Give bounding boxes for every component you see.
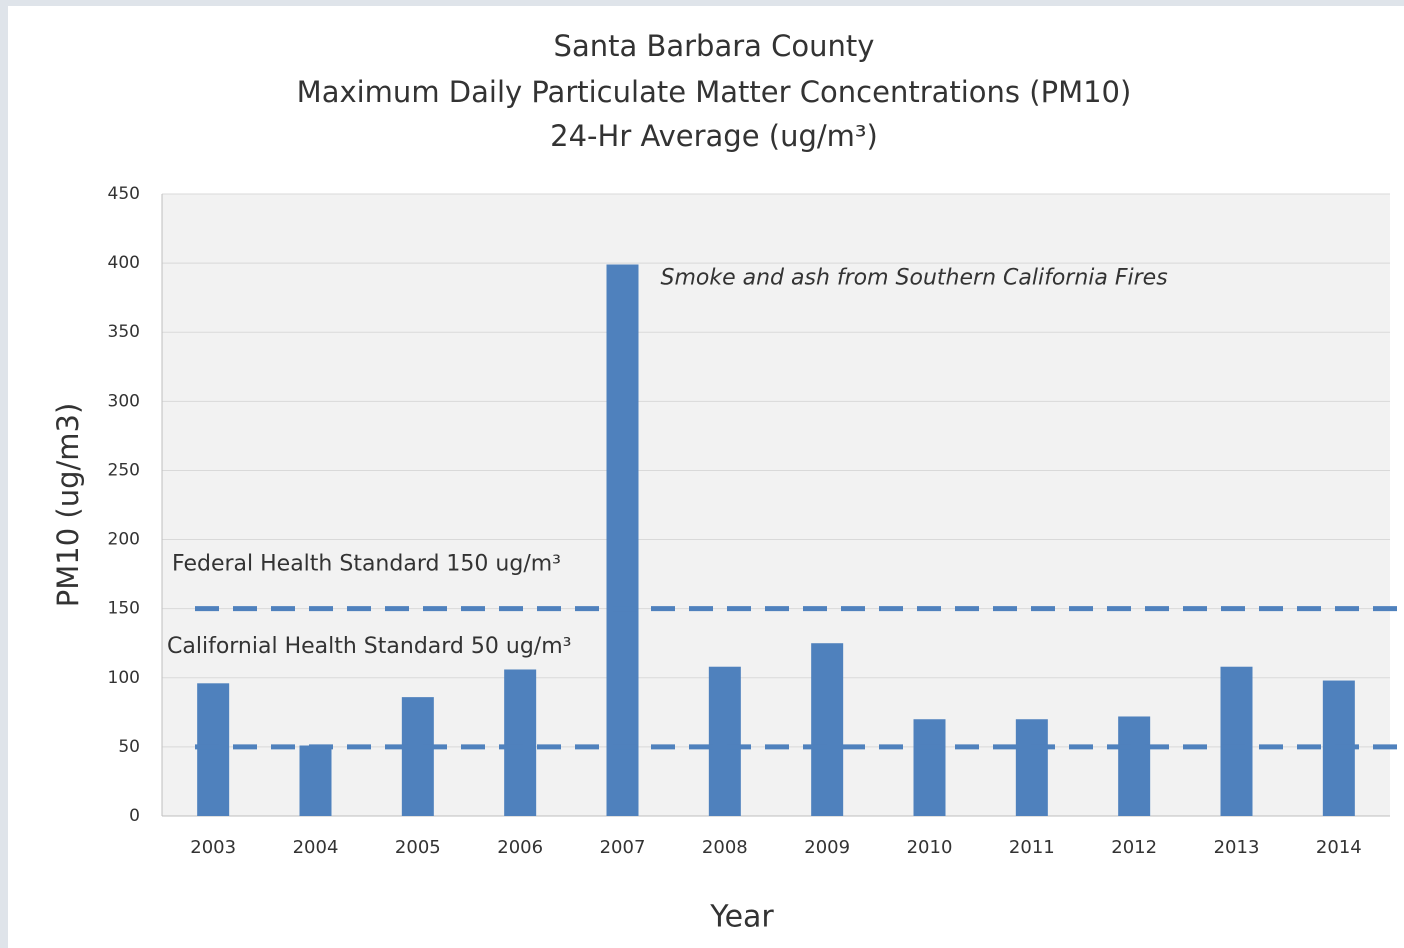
- bar: [504, 669, 537, 816]
- x-tick-label: 2010: [907, 837, 953, 858]
- x-axis-label: Year: [709, 900, 774, 935]
- y-tick-label: 200: [108, 530, 140, 550]
- bar: [811, 643, 844, 816]
- annotation: Smoke and ash from Southern California F…: [661, 265, 1168, 290]
- y-tick-label: 300: [108, 391, 140, 411]
- reference-line-label: Federal Health Standard 150 ug/m³: [172, 552, 561, 577]
- x-tick-label: 2013: [1214, 837, 1260, 858]
- x-tick-label: 2014: [1316, 837, 1362, 858]
- y-axis-label: PM10 (ug/m3): [51, 403, 85, 608]
- chart-title: Santa Barbara County: [554, 29, 875, 63]
- x-tick-label: 2011: [1009, 837, 1055, 858]
- bar: [708, 666, 741, 816]
- bar: [606, 264, 639, 816]
- bar: [401, 697, 434, 816]
- x-tick-label: 2004: [293, 837, 339, 858]
- bar: [1118, 716, 1151, 816]
- y-tick-label: 150: [108, 599, 140, 619]
- x-tick-label: 2006: [497, 837, 543, 858]
- x-tick-label: 2005: [395, 837, 441, 858]
- bar: [1220, 666, 1253, 816]
- bar: [1015, 719, 1048, 816]
- y-tick-label: 400: [108, 253, 140, 273]
- chart-title: 24-Hr Average (ug/m³): [550, 119, 878, 153]
- bar: [299, 745, 332, 816]
- x-tick-label: 2009: [804, 837, 850, 858]
- bar: [197, 683, 230, 816]
- reference-line-label: Californial Health Standard 50 ug/m³: [167, 634, 571, 659]
- x-tick-label: 2008: [702, 837, 748, 858]
- bar: [913, 719, 946, 816]
- y-tick-label: 450: [108, 184, 140, 204]
- x-tick-label: 2003: [190, 837, 236, 858]
- y-tick-label: 350: [108, 322, 140, 342]
- chart-title: Maximum Daily Particulate Matter Concent…: [297, 75, 1132, 109]
- y-tick-label: 250: [108, 460, 140, 480]
- y-tick-label: 0: [129, 806, 140, 826]
- y-tick-label: 50: [118, 737, 140, 757]
- x-tick-label: 2007: [600, 837, 646, 858]
- x-tick-label: 2012: [1111, 837, 1157, 858]
- plot-area: [162, 194, 1390, 816]
- y-tick-label: 100: [108, 668, 140, 688]
